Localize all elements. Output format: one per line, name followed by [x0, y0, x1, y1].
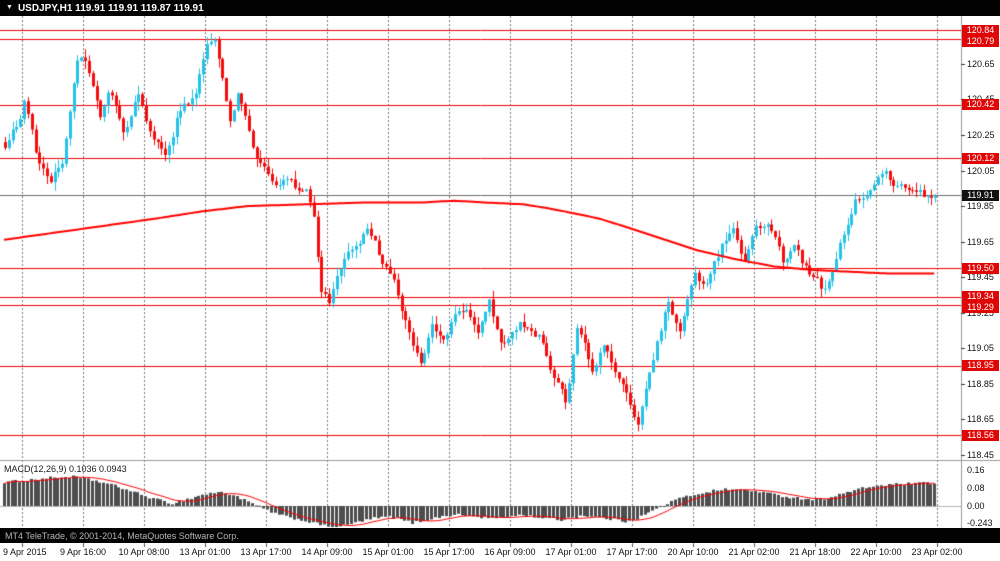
- price-level-badge[interactable]: 120.79: [962, 35, 999, 47]
- price-tick-label: 120.25: [967, 129, 995, 140]
- macd-tick-label: 0.16: [967, 465, 985, 475]
- price-tick-label: 118.45: [967, 449, 994, 460]
- price-tick-label: 119.85: [967, 201, 994, 212]
- time-axis-label: 21 Apr 02:00: [728, 547, 780, 557]
- time-axis-label: 23 Apr 02:00: [911, 547, 963, 557]
- macd-indicator-label: MACD(12,26,9) 0.1036 0.0943: [4, 464, 127, 474]
- time-axis-label: 15 Apr 17:00: [423, 547, 475, 557]
- chart-title-bar: ▼ USDJPY,H1 119.91 119.91 119.87 119.91: [0, 0, 1000, 16]
- time-axis-label: 10 Apr 08:00: [118, 547, 170, 557]
- price-tick-label: 119.45: [967, 272, 994, 283]
- price-level-badge[interactable]: 118.95: [962, 360, 999, 372]
- price-level-badge[interactable]: 120.12: [962, 152, 999, 164]
- time-axis-label: 14 Apr 09:00: [301, 547, 353, 557]
- copyright-text: MT4 TeleTrade, © 2001-2014, MetaQuotes S…: [5, 530, 239, 541]
- price-tick-label: 120.05: [967, 165, 995, 176]
- time-axis-label: 22 Apr 10:00: [850, 547, 902, 557]
- time-axis-label: 9 Apr 16:00: [59, 547, 107, 557]
- price-tick-label: 118.65: [967, 414, 994, 425]
- price-axis[interactable]: 120.65120.45120.25120.05119.85119.65119.…: [961, 16, 1000, 543]
- symbol-dropdown-icon[interactable]: ▼: [6, 4, 13, 11]
- price-level-badge[interactable]: 119.29: [962, 302, 999, 314]
- time-axis-label: 9 Apr 2015: [3, 547, 47, 557]
- time-axis[interactable]: 9 Apr 2015 9 Apr 16:00 10 Apr 08:00 13 Apr …: [0, 543, 1000, 561]
- price-tick-label: 120.65: [967, 58, 995, 69]
- time-axis-label: 15 Apr 01:00: [362, 547, 414, 557]
- price-tick-label: 119.65: [967, 236, 994, 247]
- time-axis-label: 13 Apr 01:00: [179, 547, 231, 557]
- chart-title: USDJPY,H1 119.91 119.91 119.87 119.91: [17, 2, 204, 14]
- macd-min-label: -0.243: [967, 518, 993, 528]
- time-axis-label: 13 Apr 17:00: [240, 547, 292, 557]
- price-level-badge[interactable]: 120.42: [962, 99, 999, 111]
- macd-tick-label: 0.00: [967, 501, 985, 511]
- price-tick-label: 119.05: [967, 343, 994, 354]
- price-tick-label: 118.85: [967, 378, 994, 389]
- time-axis-label: 16 Apr 09:00: [484, 547, 536, 557]
- macd-tick-label: 0.08: [967, 483, 985, 493]
- time-axis-label: 17 Apr 17:00: [606, 547, 658, 557]
- price-level-badge[interactable]: 118.56: [962, 429, 999, 441]
- copyright-bar: MT4 TeleTrade, © 2001-2014, MetaQuotes S…: [0, 528, 1000, 543]
- time-axis-label: 21 Apr 18:00: [789, 547, 841, 557]
- time-axis-label: 20 Apr 10:00: [667, 547, 719, 557]
- current-price-badge: 119.91: [962, 189, 999, 201]
- price-level-badge[interactable]: 119.50: [962, 262, 999, 274]
- time-axis-label: 17 Apr 01:00: [545, 547, 597, 557]
- price-level-badge[interactable]: 120.84: [962, 24, 999, 36]
- price-level-badge[interactable]: 119.34: [962, 291, 999, 303]
